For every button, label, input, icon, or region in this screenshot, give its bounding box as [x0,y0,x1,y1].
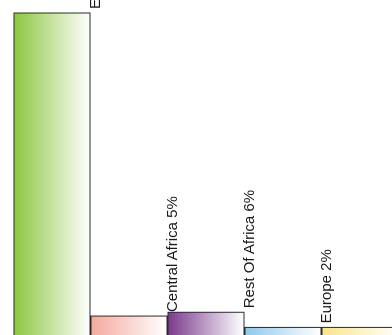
bar-europe [244,326,322,335]
bar-rest-of-the-world [321,326,392,335]
bar-east-africa [13,12,91,335]
bar-central-africa [90,315,168,335]
data-label-europe: Europe 2% [318,249,335,323]
bar-rest-of-africa [167,311,245,335]
data-label-rest-of-africa: Rest Of Africa 6% [241,190,258,308]
data-label-central-africa: Central Africa 5% [164,196,181,312]
data-label-east-africa: East Africa 85% [87,0,104,9]
